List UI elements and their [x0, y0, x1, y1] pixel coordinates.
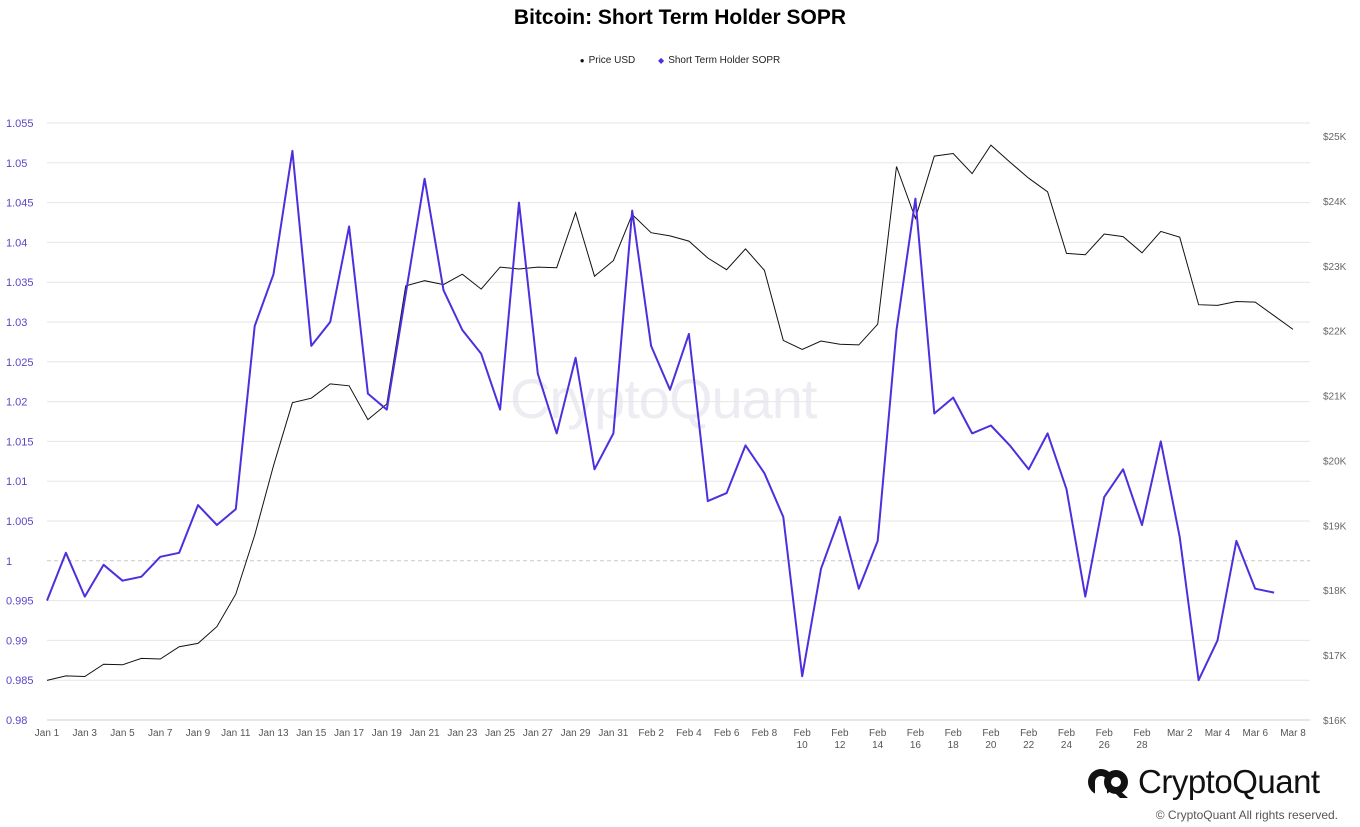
chart-title: Bitcoin: Short Term Holder SOPR	[513, 6, 847, 29]
legend-item-price[interactable]: ● Price USD	[580, 55, 636, 66]
x-axis-tick-label: Jan 1	[35, 728, 60, 739]
series-line-sth-sopr	[46, 149, 1275, 682]
left-axis-tick-label: 1.05	[6, 158, 27, 170]
x-axis-tick-label: Feb 8	[752, 728, 778, 739]
x-axis-tick-label: Jan 25	[485, 728, 515, 739]
x-axis-tick-label: Feb 26	[1096, 728, 1114, 751]
x-axis-tick-label: Feb 20	[982, 728, 1000, 751]
legend: ● Price USD ◆ Short Term Holder SOPR	[0, 55, 1360, 66]
left-axis-tick-label: 0.985	[6, 675, 34, 687]
x-axis-tick-label: Jan 31	[598, 728, 628, 739]
left-axis-tick-label: 1.045	[6, 198, 34, 210]
x-axis-tick-label: Jan 23	[447, 728, 477, 739]
x-axis-tick-label: Mar 4	[1205, 728, 1231, 739]
grid-layer	[47, 122, 1310, 721]
x-axis-tick-label: Jan 19	[372, 728, 402, 739]
x-axis-tick-label: Jan 27	[523, 728, 553, 739]
left-axis-tick-label: 1.035	[6, 277, 34, 289]
x-axis-tick-label: Jan 11	[221, 728, 251, 739]
left-axis-tick-label: 0.995	[6, 596, 34, 608]
right-axis-tick-label: $25K	[1323, 132, 1347, 143]
right-axis-tick-label: $20K	[1323, 456, 1347, 467]
right-axis-tick-label: $19K	[1323, 521, 1347, 532]
x-axis-tick-label: Jan 15	[296, 728, 326, 739]
x-axis-tick-label: Feb 24	[1058, 728, 1076, 751]
logo-text: CryptoQuant	[1138, 763, 1320, 800]
left-axis-tick-label: 1.03	[6, 317, 27, 329]
right-axis-tick-label: $22K	[1323, 327, 1347, 338]
right-axis-tick-label: $16K	[1323, 716, 1347, 727]
x-axis-tick-label: Jan 7	[148, 728, 173, 739]
x-axis-tick-label: Feb 16	[907, 728, 925, 751]
x-axis: Jan 1 Jan 3 Jan 5 Jan 7 Jan 9 Jan 11 Jan 13 Jan…	[35, 719, 1310, 751]
left-axis-tick-label: 0.99	[6, 635, 27, 647]
cryptoquant-logo: CryptoQuant	[1086, 763, 1320, 800]
right-axis-tick-label: $23K	[1323, 262, 1347, 273]
x-axis-tick-label: Feb 22	[1020, 728, 1038, 751]
x-axis-tick-label: Jan 17	[334, 728, 364, 739]
left-axis-tick-label: 0.98	[6, 715, 27, 727]
x-axis-tick-label: Mar 8	[1280, 728, 1306, 739]
series-layer	[46, 144, 1294, 682]
x-axis-tick-label: Jan 13	[259, 728, 289, 739]
legend-sopr-marker-icon: ◆	[658, 56, 665, 65]
left-axis-tick-label: 1.04	[6, 237, 27, 249]
x-axis-tick-label: Jan 21	[410, 728, 440, 739]
right-axis-tick-label: $18K	[1323, 586, 1347, 597]
x-axis-tick-label: Mar 2	[1167, 728, 1193, 739]
left-axis-tick-label: 1	[6, 556, 12, 568]
x-axis-tick-label: Jan 5	[110, 728, 135, 739]
left-axis: 0.98 0.985 0.99 0.995 1 1.005 1.01 1.015 1.02 1.0…	[6, 118, 34, 727]
legend-item-sopr[interactable]: ◆ Short Term Holder SOPR	[658, 55, 780, 66]
x-axis-tick-label: Jan 9	[186, 728, 211, 739]
right-axis: $16K $17K $18K $19K $20K $21K $22K $23K $24K $25K	[1323, 132, 1347, 727]
x-axis-tick-label: Jan 3	[73, 728, 98, 739]
right-axis-tick-label: $17K	[1323, 651, 1347, 662]
x-axis-tick-label: Feb 18	[945, 728, 963, 751]
left-axis-tick-label: 1.02	[6, 397, 27, 409]
series-line-price-usd	[46, 144, 1294, 681]
legend-price-marker-icon: ●	[579, 56, 585, 65]
legend-sopr-label: Short Term Holder SOPR	[668, 55, 781, 66]
x-axis-tick-label: Feb 14	[869, 728, 887, 751]
x-axis-tick-label: Mar 6	[1242, 728, 1268, 739]
copyright-notice: © CryptoQuant All rights reserved.	[1155, 808, 1338, 822]
legend-price-label: Price USD	[588, 55, 636, 66]
cryptoquant-logo-icon	[1088, 768, 1128, 798]
right-axis-tick-label: $21K	[1323, 392, 1347, 403]
x-axis-tick-label: Feb 6	[714, 728, 740, 739]
right-axis-tick-label: $24K	[1323, 197, 1347, 208]
x-axis-tick-label: Feb 28	[1133, 728, 1151, 751]
left-axis-tick-label: 1.005	[6, 516, 34, 528]
x-axis-tick-label: Jan 29	[561, 728, 591, 739]
x-axis-tick-label: Feb 4	[676, 728, 702, 739]
left-axis-tick-label: 1.01	[6, 476, 27, 488]
left-axis-tick-label: 1.015	[6, 436, 34, 448]
x-axis-tick-label: Feb 2	[638, 728, 664, 739]
left-axis-tick-label: 1.025	[6, 357, 34, 369]
x-axis-tick-label: Feb 12	[831, 728, 849, 751]
x-axis-tick-label: Feb 10	[794, 728, 812, 751]
left-axis-tick-label: 1.055	[6, 118, 34, 130]
